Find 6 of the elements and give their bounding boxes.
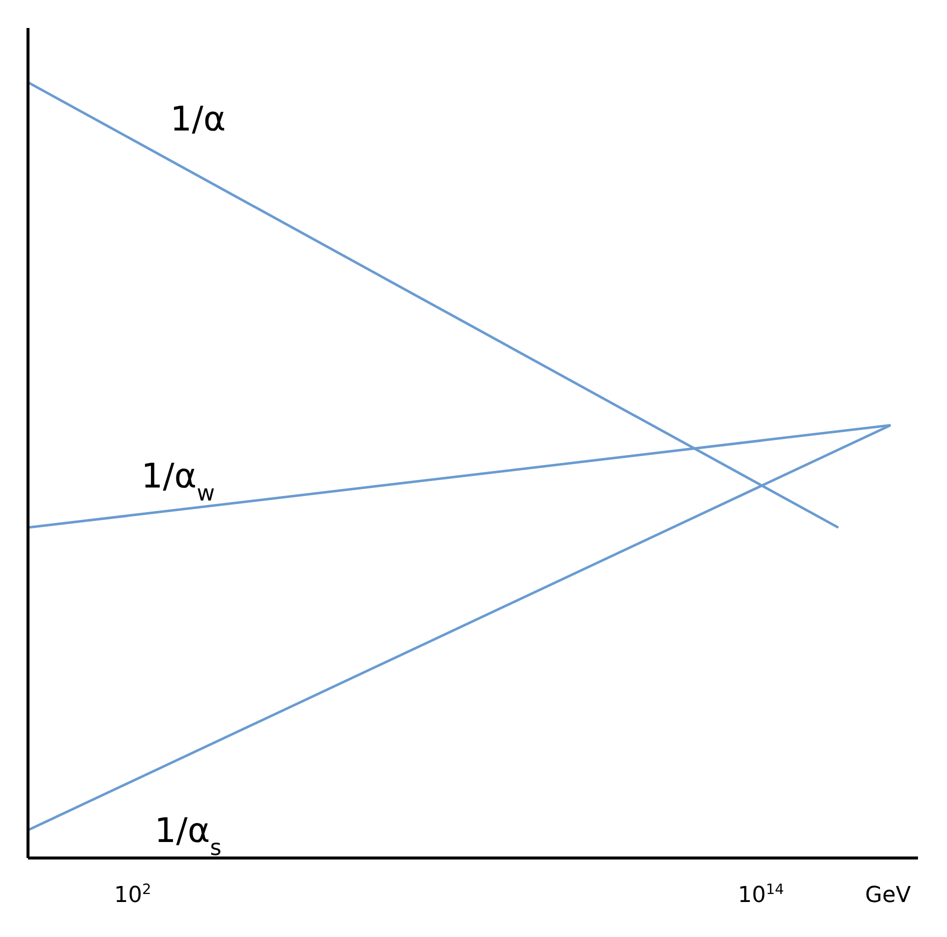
series-label: 1/α$_{s}$ xyxy=(154,811,222,862)
series-label: 1/α$_{w}$ xyxy=(141,456,215,507)
x-tick-label: 10$^{2}$ xyxy=(114,882,152,908)
x-axis-title: GeV xyxy=(865,883,911,908)
x-tick-label: 10$^{14}$ xyxy=(738,882,784,908)
series-label: 1/α xyxy=(170,99,226,140)
